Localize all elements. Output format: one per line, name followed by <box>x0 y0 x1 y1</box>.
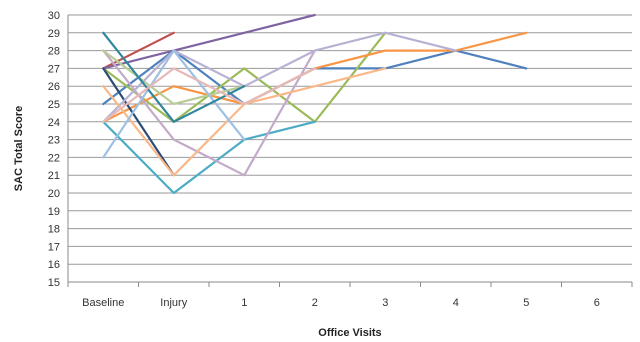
x-tick-label: 3 <box>382 297 388 309</box>
y-tick-label: 16 <box>48 259 60 271</box>
y-tick-label: 26 <box>48 81 60 93</box>
x-tick-label: 2 <box>312 297 318 309</box>
y-tick-label: 28 <box>48 46 60 58</box>
y-tick-label: 15 <box>48 277 60 289</box>
y-tick-label: 20 <box>48 188 60 200</box>
x-axis-title: Office Visits <box>318 327 381 339</box>
x-tick-label: 4 <box>453 297 459 309</box>
y-tick-label: 29 <box>48 28 60 40</box>
series-line-13 <box>102 31 246 123</box>
y-tick-label: 17 <box>48 241 60 253</box>
y-tick-label: 21 <box>48 170 60 182</box>
x-tick-label: Injury <box>160 297 187 309</box>
series-line-5 <box>102 120 316 195</box>
y-tick-label: 24 <box>48 117 60 129</box>
series-line-7 <box>102 67 175 177</box>
series-line-2 <box>102 31 175 70</box>
series-line-10 <box>102 31 457 123</box>
x-tick-label: Baseline <box>82 297 124 309</box>
y-tick-label: 27 <box>48 63 60 75</box>
x-tick-label: 1 <box>241 297 247 309</box>
series-line-4 <box>102 13 316 70</box>
y-tick-label: 30 <box>48 10 60 22</box>
y-tick-label: 22 <box>48 152 60 164</box>
series-line-6 <box>102 31 528 123</box>
y-tick-label: 18 <box>48 224 60 236</box>
y-tick-label: 19 <box>48 206 60 218</box>
series-line-14 <box>102 67 316 123</box>
x-tick-label: 5 <box>523 297 529 309</box>
y-tick-label: 23 <box>48 135 60 147</box>
series-line-12 <box>102 49 246 159</box>
y-tick-label: 25 <box>48 99 60 111</box>
x-tick-label: 6 <box>594 297 600 309</box>
series-line-3 <box>102 31 387 123</box>
y-axis-title: SAC Total Score <box>13 106 25 191</box>
